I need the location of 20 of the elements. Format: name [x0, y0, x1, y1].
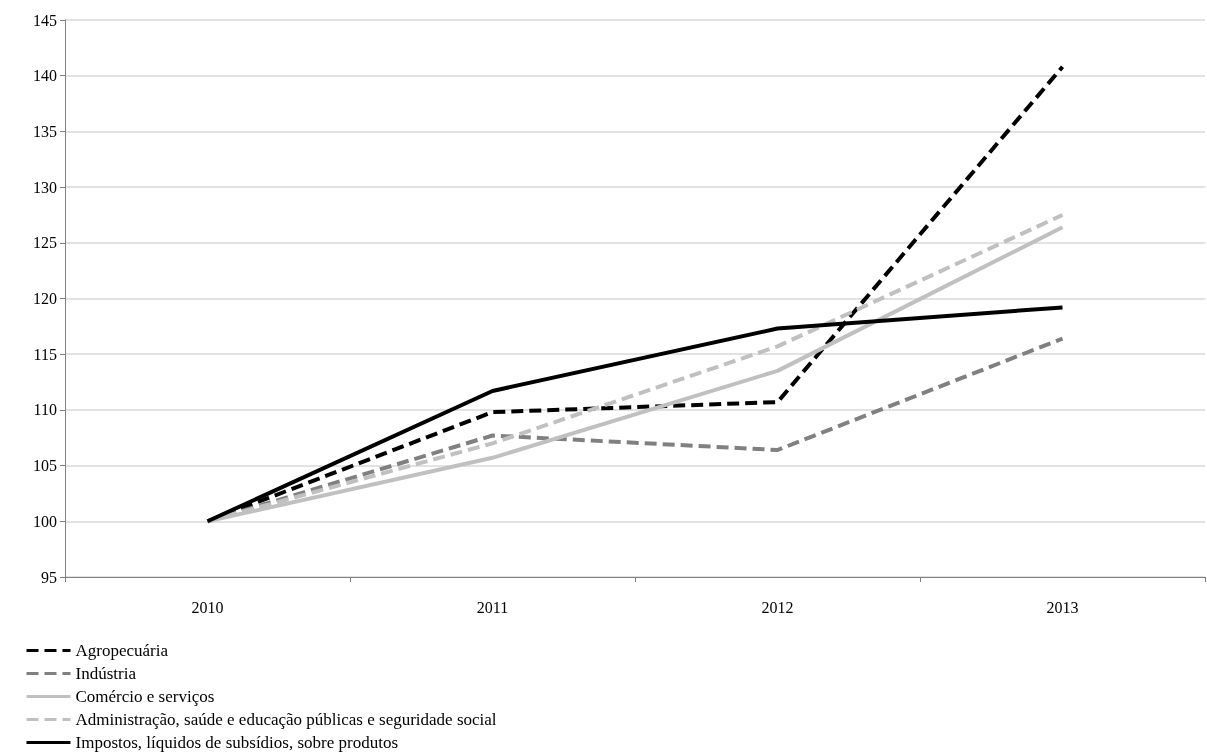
- y-tick-label: 125: [33, 234, 57, 252]
- y-tick-label: 135: [33, 122, 57, 140]
- y-tick-label: 100: [33, 512, 57, 530]
- x-tick-label: 2011: [476, 598, 509, 616]
- y-tick-label: 120: [33, 290, 57, 307]
- legend-label: Agropecuária: [75, 641, 169, 660]
- legend-label: Indústria: [75, 664, 137, 683]
- x-tick-label: 2013: [1046, 598, 1079, 616]
- y-tick-label: 105: [33, 457, 57, 475]
- legend-label: Comércio e serviços: [75, 687, 215, 706]
- legend-label: Impostos, líquidos de subsídios, sobre produtos: [75, 733, 399, 752]
- y-tick-label: 95: [41, 568, 57, 586]
- x-tick-label: 2012: [761, 598, 794, 616]
- y-tick-label: 130: [33, 178, 57, 196]
- x-tick-label: 2010: [191, 598, 224, 616]
- y-tick-label: 110: [33, 401, 57, 419]
- y-tick-label: 140: [33, 67, 57, 85]
- legend-label: Administração, saúde e educação públicas e seguridade social: [75, 710, 497, 729]
- y-tick-label: 145: [33, 11, 57, 29]
- y-tick-label: 115: [33, 345, 57, 363]
